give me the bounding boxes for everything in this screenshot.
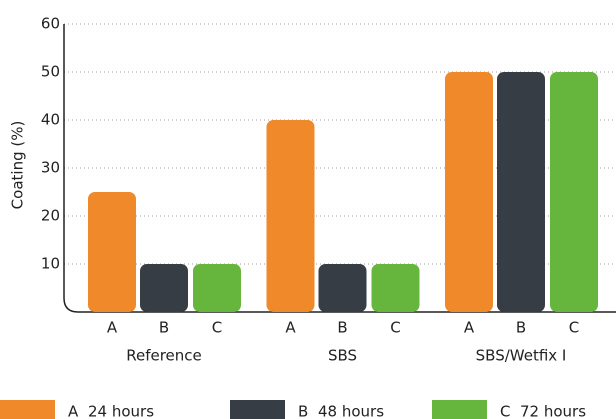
legend-label: 72 hours	[520, 403, 586, 419]
legend-swatch	[230, 400, 285, 419]
y-tick-label: 40	[41, 111, 60, 129]
y-tick-label: 20	[41, 207, 60, 225]
y-tick-label: 50	[41, 63, 60, 81]
bar	[371, 264, 420, 312]
bar	[497, 72, 545, 312]
bar	[193, 264, 241, 312]
bar-key-label: B	[337, 319, 347, 337]
legend-swatch	[0, 400, 55, 419]
legend-key: A	[68, 403, 79, 419]
legend-key: C	[500, 403, 510, 419]
bar	[266, 120, 315, 312]
group-label: SBS	[328, 347, 357, 365]
legend-swatch	[432, 400, 487, 419]
bar	[550, 72, 598, 312]
legend-key: B	[298, 403, 308, 419]
axis-line	[63, 24, 616, 313]
group-label: SBS/Wetfix I	[476, 347, 567, 365]
legend-label: 24 hours	[88, 403, 154, 419]
y-axis-label: Coating (%)	[9, 121, 27, 210]
bar-key-label: A	[107, 319, 118, 337]
bar-key-label: A	[285, 319, 296, 337]
legend-label: 48 hours	[318, 403, 384, 419]
bar-key-label: C	[390, 319, 400, 337]
bar	[140, 264, 188, 312]
bar-key-label: A	[464, 319, 475, 337]
y-tick-label: 60	[41, 15, 60, 33]
bar-key-label: B	[159, 319, 169, 337]
bar-key-label: B	[516, 319, 526, 337]
bar	[318, 264, 367, 312]
bar	[445, 72, 493, 312]
bar-key-label: C	[569, 319, 579, 337]
bar	[88, 192, 136, 312]
y-tick-label: 30	[41, 159, 60, 177]
bar-key-label: C	[212, 319, 222, 337]
group-label: Reference	[126, 347, 202, 365]
y-tick-label: 10	[41, 255, 60, 273]
